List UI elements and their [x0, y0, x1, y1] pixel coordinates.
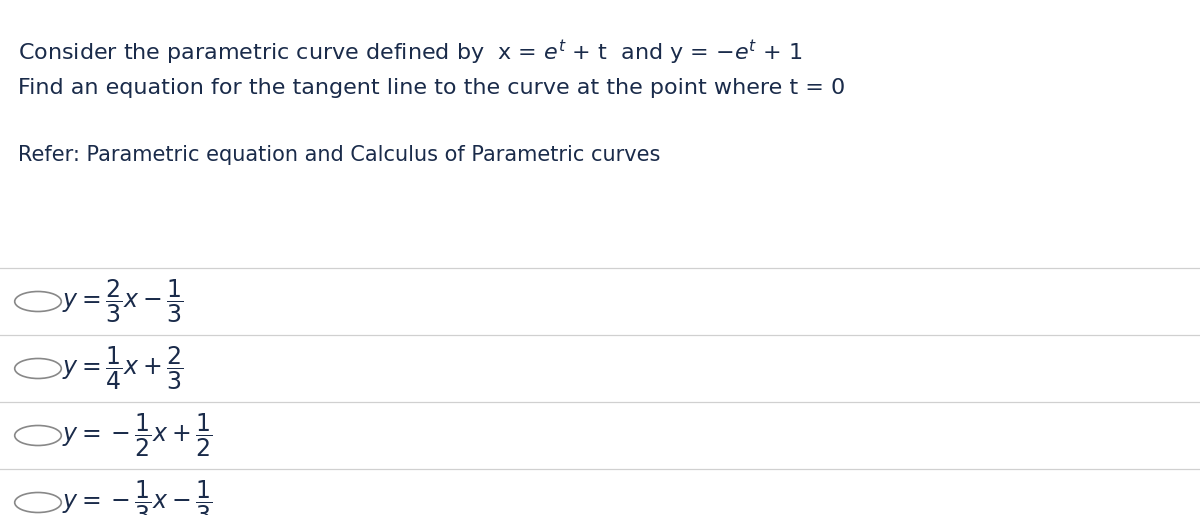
Text: Find an equation for the tangent line to the curve at the point where t = 0: Find an equation for the tangent line to…: [18, 78, 845, 98]
Text: $y = -\dfrac{1}{2}x + \dfrac{1}{2}$: $y = -\dfrac{1}{2}x + \dfrac{1}{2}$: [62, 412, 212, 459]
Text: $y = \dfrac{2}{3}x - \dfrac{1}{3}$: $y = \dfrac{2}{3}x - \dfrac{1}{3}$: [62, 278, 184, 325]
Text: Refer: Parametric equation and Calculus of Parametric curves: Refer: Parametric equation and Calculus …: [18, 145, 660, 165]
Text: Consider the parametric curve defined by  x = $e^{t}$ + t  and y = $-e^{t}$ + 1: Consider the parametric curve defined by…: [18, 38, 803, 67]
Text: $y = -\dfrac{1}{3}x - \dfrac{1}{3}$: $y = -\dfrac{1}{3}x - \dfrac{1}{3}$: [62, 479, 212, 515]
Text: $y = \dfrac{1}{4}x + \dfrac{2}{3}$: $y = \dfrac{1}{4}x + \dfrac{2}{3}$: [62, 345, 184, 392]
